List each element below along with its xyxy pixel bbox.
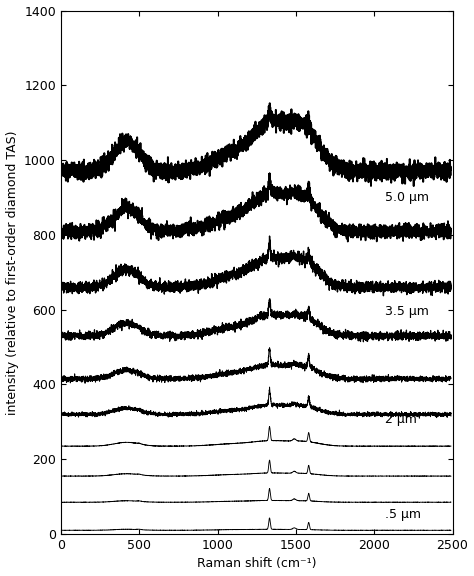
Y-axis label: intensity (relative to first-order diamond TAS): intensity (relative to first-order diamo…: [6, 130, 18, 415]
Text: 5.0 μm: 5.0 μm: [385, 191, 429, 204]
Text: 3.5 μm: 3.5 μm: [385, 305, 429, 318]
X-axis label: Raman shift (cm⁻¹): Raman shift (cm⁻¹): [197, 558, 317, 570]
Text: .5 μm: .5 μm: [385, 508, 421, 521]
Text: 2 μm: 2 μm: [385, 414, 417, 426]
